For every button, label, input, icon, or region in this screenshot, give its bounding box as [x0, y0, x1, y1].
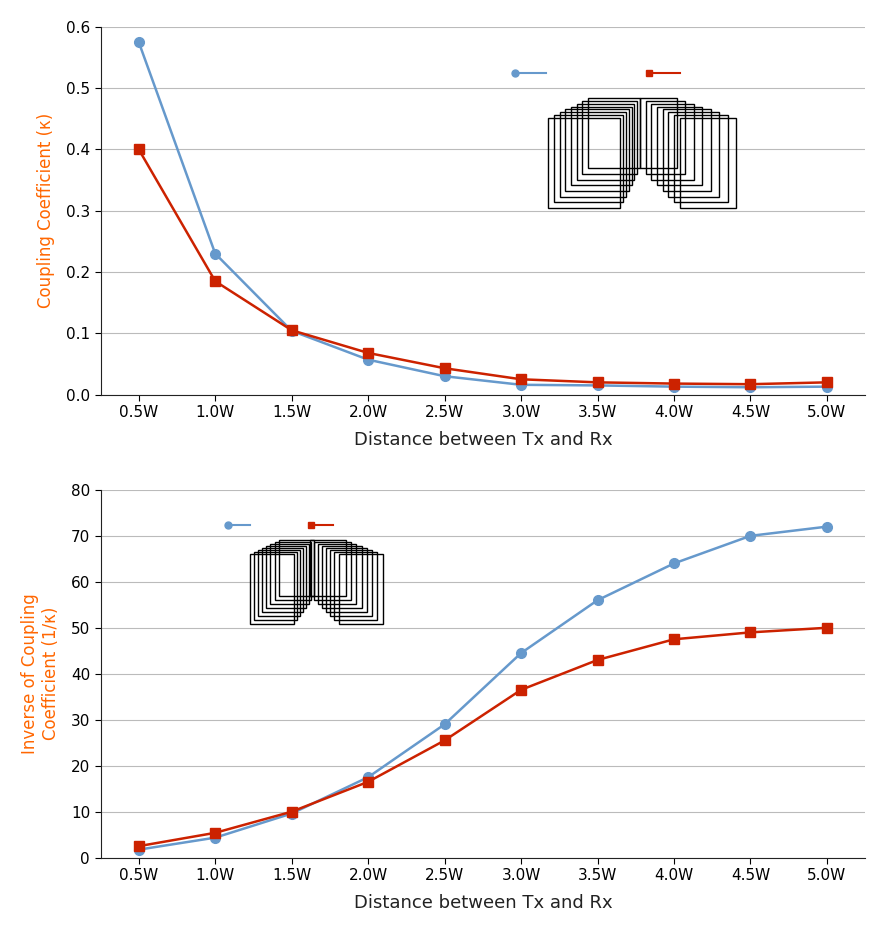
Y-axis label: Inverse of Coupling
Coefficient (1/κ): Inverse of Coupling Coefficient (1/κ): [21, 593, 59, 754]
X-axis label: Distance between Tx and Rx: Distance between Tx and Rx: [354, 894, 612, 912]
X-axis label: Distance between Tx and Rx: Distance between Tx and Rx: [354, 431, 612, 449]
Y-axis label: Coupling Coefficient (κ): Coupling Coefficient (κ): [36, 113, 55, 308]
